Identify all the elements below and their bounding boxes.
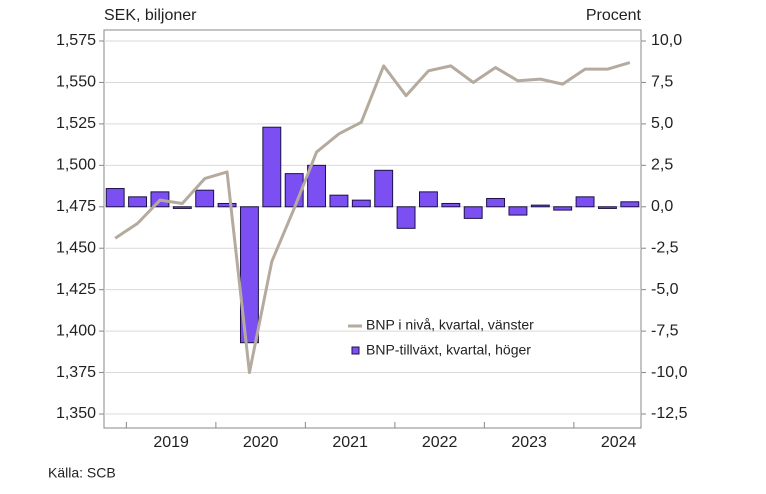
legend-label: BNP i nivå, kvartal, vänster — [366, 317, 534, 333]
y-tick-label: 1,450 — [56, 239, 96, 256]
y2-tick-label: -5,0 — [651, 281, 679, 298]
bar — [105, 188, 125, 208]
bar — [307, 164, 327, 208]
y-tick-label: 1,475 — [56, 198, 96, 215]
y2-tick-label: -2,5 — [651, 239, 679, 256]
bar — [418, 191, 438, 208]
y2-tick-label: 7,5 — [651, 74, 673, 91]
bar — [553, 206, 573, 211]
y-tick-label: 1,525 — [56, 115, 96, 132]
y2-tick-label: 0,0 — [651, 198, 673, 215]
x-tick-label: 2021 — [332, 434, 368, 451]
x-tick-label: 2022 — [422, 434, 458, 451]
y2-tick-label: 5,0 — [651, 115, 673, 132]
y-tick-label: 1,500 — [56, 157, 96, 174]
bar — [374, 169, 394, 208]
y2-tick-label: -7,5 — [651, 322, 679, 339]
bar — [128, 196, 148, 208]
bar — [262, 126, 282, 208]
bar — [351, 199, 371, 208]
y-tick-label: 1,375 — [56, 364, 96, 381]
bar — [575, 196, 595, 208]
y-axis-title: SEK, biljoner — [104, 7, 197, 24]
bar — [195, 189, 215, 208]
bar — [396, 206, 416, 229]
y2-tick-label: 10,0 — [651, 32, 682, 49]
legend-swatch — [351, 346, 360, 355]
x-tick-label: 2024 — [601, 434, 637, 451]
source: Källa: SCB — [48, 465, 116, 481]
y-tick-label: 1,425 — [56, 281, 96, 298]
legend-label: BNP-tillväxt, kvartal, höger — [366, 342, 531, 358]
bar — [597, 206, 617, 209]
bar — [508, 206, 528, 216]
y2-axis-title: Procent — [586, 7, 642, 24]
bar — [239, 206, 259, 344]
y-tick-label: 1,400 — [56, 322, 96, 339]
y2-tick-label: 2,5 — [651, 157, 673, 174]
bar — [441, 202, 461, 208]
bar — [530, 204, 550, 208]
x-tick-label: 2020 — [243, 434, 279, 451]
x-tick-label: 2019 — [153, 434, 189, 451]
plot-frame — [103, 29, 642, 429]
bar — [463, 206, 483, 219]
y2-tick-label: -10,0 — [651, 364, 688, 381]
bar — [172, 206, 192, 209]
line — [114, 61, 631, 375]
y-tick-label: 1,350 — [56, 405, 96, 422]
bar — [620, 201, 640, 208]
bar — [486, 197, 506, 208]
y-tick-label: 1,550 — [56, 74, 96, 91]
y2-tick-label: -12,5 — [651, 405, 688, 422]
bar — [329, 194, 349, 208]
x-tick-label: 2023 — [511, 434, 547, 451]
y-tick-label: 1,575 — [56, 32, 96, 49]
bar — [217, 202, 237, 208]
